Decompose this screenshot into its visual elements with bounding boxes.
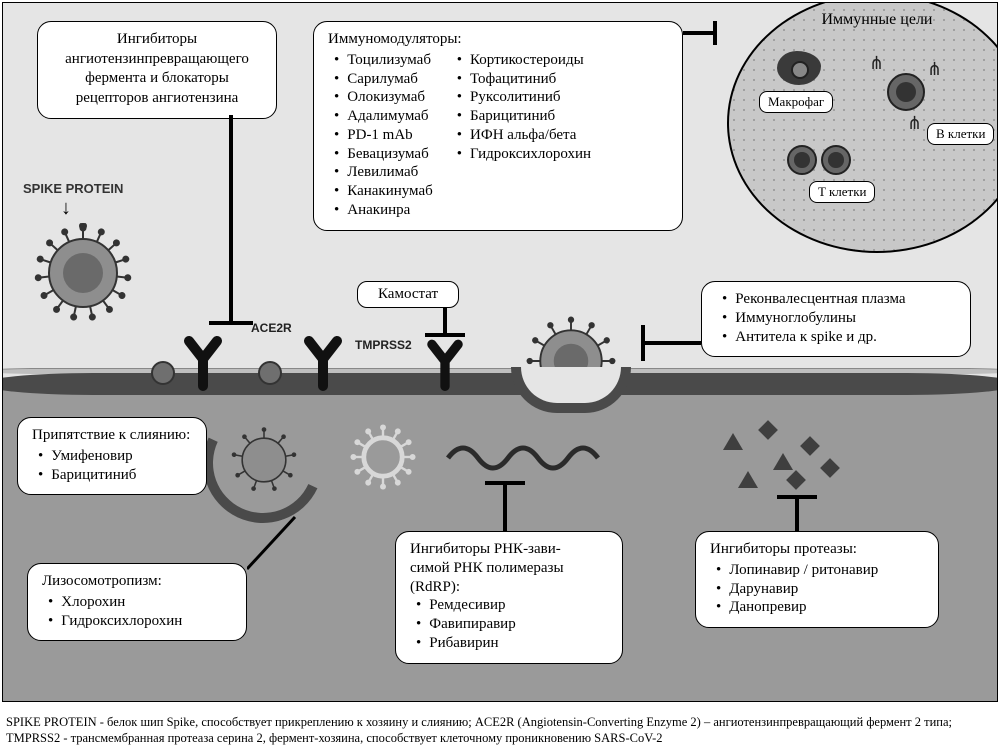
spike-protein-label: SPIKE PROTEIN xyxy=(23,181,123,196)
list-item: Барицитиниб xyxy=(457,107,591,126)
arrow-down-icon: ↓ xyxy=(61,197,71,220)
tbar-protease xyxy=(795,497,799,531)
membrane-bump xyxy=(258,361,282,385)
camostat-label: Камостат xyxy=(378,286,438,302)
rdrp-title-2: симой РНК полимеразы xyxy=(410,559,608,578)
capsid-uncoated-icon xyxy=(343,417,423,497)
tbar-plasma xyxy=(643,341,701,345)
tbar-camostat-cap xyxy=(425,333,465,337)
list-item: Тофацитиниб xyxy=(457,70,591,89)
list-item: Бевацизумаб xyxy=(334,145,433,164)
rdrp-title-1: Ингибиторы РНК-зави- xyxy=(410,540,608,559)
immunomodulators-title: Иммуномодуляторы: xyxy=(328,30,668,49)
membrane-bump xyxy=(151,361,175,385)
tbar-rdrp xyxy=(503,483,507,531)
fusion-title: Припятствие к слиянию: xyxy=(32,426,192,445)
list-item: Антитела к spike и др. xyxy=(722,328,956,347)
macrophage-label: Макрофаг xyxy=(759,91,833,113)
diagram-canvas: Иммунные цели Макрофаг ⋔ ⋔ ⋔ B клетки T … xyxy=(2,2,998,702)
list-item: Данопревир xyxy=(716,598,924,617)
lyso-title: Лизосомотропизм: xyxy=(42,572,232,591)
list-item: PD-1 mAb xyxy=(334,126,433,145)
list-item: ИФН альфа/бета xyxy=(457,126,591,145)
box-plasma: Реконвалесцентная плазма Иммуноглобулины… xyxy=(701,281,971,357)
tbar-protease-cap xyxy=(777,495,817,499)
b-cell-icon xyxy=(887,73,925,111)
list-item: Олокизумаб xyxy=(334,88,433,107)
list-item: Рибавирин xyxy=(416,634,608,653)
ace2r-receptor-icon xyxy=(173,331,233,391)
protein-triangle xyxy=(773,453,793,470)
t-cells-label: T клетки xyxy=(809,181,875,203)
tbar-camostat xyxy=(443,307,447,333)
list-item: Фавипиравир xyxy=(416,615,608,634)
connector-lyso xyxy=(247,513,327,573)
list-item: Левилимаб xyxy=(334,163,433,182)
list-item: Анакинра xyxy=(334,201,433,220)
list-item: Барицитиниб xyxy=(38,466,192,485)
protein-triangle xyxy=(738,471,758,488)
immunomodulators-col2: Кортикостероиды Тофацитиниб Руксолитиниб… xyxy=(451,51,591,220)
b-cells-label: B клетки xyxy=(927,123,994,145)
list-item: Лопинавир / ритонавир xyxy=(716,561,924,580)
tmprss2-receptor-icon xyxy=(417,335,473,391)
virus-in-endosome xyxy=(225,421,303,499)
box-protease: Ингибиторы протеазы: Лопинавир / ритонав… xyxy=(695,531,939,628)
virus-icon-free xyxy=(33,223,133,323)
tbar-immune-cap xyxy=(713,21,717,45)
tbar-rdrp-cap xyxy=(485,481,525,485)
t-cell-icon-2 xyxy=(821,145,851,175)
immunomodulators-col1: Тоцилизумаб Сарилумаб Олокизумаб Адалиму… xyxy=(328,51,433,220)
list-item: Гидроксихлорохин xyxy=(457,145,591,164)
list-item: Гидроксихлорохин xyxy=(48,612,232,631)
list-item: Сарилумаб xyxy=(334,70,433,89)
list-item: Адалимумаб xyxy=(334,107,433,126)
protein-triangle xyxy=(723,433,743,450)
tbar-plasma-cap xyxy=(641,325,645,361)
list-item: Руксолитиниб xyxy=(457,88,591,107)
list-item: Хлорохин xyxy=(48,593,232,612)
immune-title: Иммунные цели xyxy=(729,11,998,29)
list-item: Иммуноглобулины xyxy=(722,309,956,328)
t-cell-icon-1 xyxy=(787,145,817,175)
ace2r-label: ACE2R xyxy=(251,321,292,335)
list-item: Умифеновир xyxy=(38,447,192,466)
box-ace-inhibitors: Ингибиторы ангиотензинпревращающего ферм… xyxy=(37,21,277,119)
list-item: Ремдесивир xyxy=(416,596,608,615)
ace-inhibitors-title: Ингибиторы ангиотензинпревращающего ферм… xyxy=(52,30,262,108)
protease-title: Ингибиторы протеазы: xyxy=(710,540,924,559)
box-camostat: Камостат xyxy=(357,281,459,308)
box-fusion: Припятствие к слиянию: Умифеновир Барици… xyxy=(17,417,207,495)
box-lysosomotropism: Лизосомотропизм: Хлорохин Гидроксихлорох… xyxy=(27,563,247,641)
footnote-text: SPIKE PROTEIN - белок шип Spike, способс… xyxy=(6,714,994,747)
rna-icon xyxy=(443,433,603,483)
tbar-ace xyxy=(229,115,233,321)
ace2r-receptor-icon-2 xyxy=(293,331,353,391)
list-item: Реконвалесцентная плазма xyxy=(722,290,956,309)
tmprss2-label: TMPRSS2 xyxy=(355,338,412,352)
tbar-immune xyxy=(683,31,713,35)
immune-targets-circle: Иммунные цели Макрофаг ⋔ ⋔ ⋔ B клетки T … xyxy=(727,2,998,253)
tbar-ace-cap xyxy=(209,321,253,325)
list-item: Кортикостероиды xyxy=(457,51,591,70)
list-item: Тоцилизумаб xyxy=(334,51,433,70)
list-item: Канакинумаб xyxy=(334,182,433,201)
rdrp-title-3: (RdRP): xyxy=(410,578,608,597)
box-rdrp: Ингибиторы РНК-зави- симой РНК полимераз… xyxy=(395,531,623,664)
box-immunomodulators: Иммуномодуляторы: Тоцилизумаб Сарилумаб … xyxy=(313,21,683,231)
list-item: Дарунавир xyxy=(716,580,924,599)
